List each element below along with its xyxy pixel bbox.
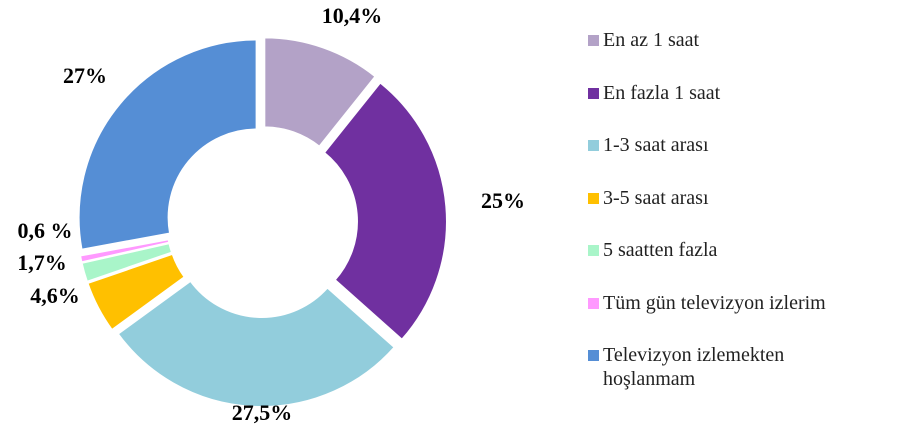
donut-area: 10,4% 25% 27,5% 4,6% 1,7% 0,6 % 27% [17, 3, 525, 425]
legend: En az 1 saat En fazla 1 saat 1-3 saat aras… [588, 28, 858, 396]
legend-item: 3-5 saat arası [588, 186, 858, 239]
legend-swatch [588, 350, 599, 361]
donut-slice [263, 36, 377, 149]
legend-swatch [588, 245, 599, 256]
legend-item: En az 1 saat [588, 28, 858, 81]
data-label: 1,7% [17, 250, 67, 275]
legend-label: Televizyon izlemekten hoşlanmam [603, 344, 785, 390]
legend-swatch [588, 140, 599, 151]
legend-swatch [588, 87, 599, 99]
legend-label: En fazla 1 saat [603, 81, 721, 104]
data-label: 27,5% [232, 400, 293, 425]
data-label: 27% [63, 63, 107, 88]
legend-swatch [588, 35, 599, 46]
data-label: 4,6% [30, 283, 80, 308]
legend-item: 1-3 saat arası [588, 133, 858, 186]
legend-label: En az 1 saat [603, 29, 700, 51]
legend-swatch [588, 297, 599, 309]
data-label: 10,4% [322, 3, 383, 28]
legend-swatch [588, 192, 599, 204]
donut-slice [322, 81, 448, 342]
data-label: 25% [481, 188, 525, 213]
legend-label: 5 saatten fazla [603, 239, 718, 261]
legend-item: 5 saatten fazla [588, 238, 858, 291]
donut-slice [116, 279, 397, 408]
legend-label: 3-5 saat arası [603, 186, 709, 209]
legend-item: Televizyon izlemekten hoşlanmam [588, 343, 858, 396]
legend-item: Tüm gün televizyon izlerim [588, 291, 858, 344]
donut-slice [77, 38, 258, 251]
legend-label: Tüm gün televizyon izlerim [603, 291, 826, 314]
legend-item: En fazla 1 saat [588, 81, 858, 134]
data-label: 0,6 % [18, 218, 73, 243]
donut-slice [86, 252, 187, 332]
legend-label: 1-3 saat arası [603, 134, 709, 156]
donut-slice [78, 238, 171, 264]
